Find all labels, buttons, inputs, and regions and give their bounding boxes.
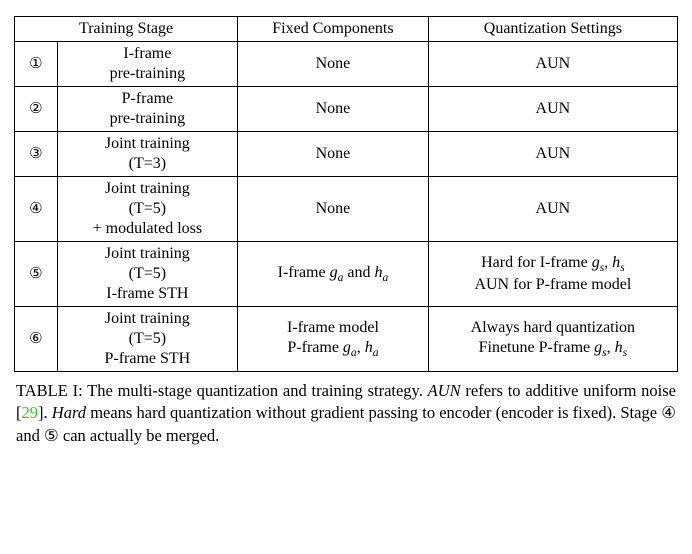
row-fixed: None xyxy=(238,132,429,177)
col-header-stage: Training Stage xyxy=(15,17,238,42)
table-row: ⑥Joint training(T=5)P-frame STHI-frame m… xyxy=(15,307,678,372)
row-quant: AUN xyxy=(428,87,677,132)
table-row: ③Joint training(T=3)NoneAUN xyxy=(15,132,678,177)
row-fixed: None xyxy=(238,177,429,242)
row-quant: AUN xyxy=(428,132,677,177)
row-number: ⑥ xyxy=(15,307,58,372)
row-number: ① xyxy=(15,42,58,87)
row-number: ② xyxy=(15,87,58,132)
col-header-quant: Quantization Settings xyxy=(428,17,677,42)
table-row: ⑤Joint training(T=5)I-frame STHI-frame g… xyxy=(15,242,678,307)
table-body: ①I-framepre-trainingNoneAUN②P-framepre-t… xyxy=(15,42,678,372)
row-stage: Joint training(T=5)P-frame STH xyxy=(57,307,238,372)
row-fixed: I-frame ga and ha xyxy=(238,242,429,307)
table-row: ④Joint training(T=5)+ modulated lossNone… xyxy=(15,177,678,242)
row-stage: P-framepre-training xyxy=(57,87,238,132)
row-quant: Always hard quantizationFinetune P-frame… xyxy=(428,307,677,372)
caption-label: TABLE I: xyxy=(16,381,83,400)
row-number: ⑤ xyxy=(15,242,58,307)
row-number: ③ xyxy=(15,132,58,177)
row-stage: Joint training(T=3) xyxy=(57,132,238,177)
row-number: ④ xyxy=(15,177,58,242)
row-quant: Hard for I-frame gs, hsAUN for P-frame m… xyxy=(428,242,677,307)
col-header-fixed: Fixed Components xyxy=(238,17,429,42)
row-fixed: None xyxy=(238,87,429,132)
row-quant: AUN xyxy=(428,42,677,87)
row-stage: Joint training(T=5)+ modulated loss xyxy=(57,177,238,242)
table-header-row: Training Stage Fixed Components Quantiza… xyxy=(15,17,678,42)
table-caption: TABLE I: The multi-stage quantization an… xyxy=(14,380,678,447)
training-stage-table: Training Stage Fixed Components Quantiza… xyxy=(14,16,678,372)
row-quant: AUN xyxy=(428,177,677,242)
caption-text: The multi-stage quantization and trainin… xyxy=(16,381,676,445)
row-fixed: I-frame modelP-frame ga, ha xyxy=(238,307,429,372)
table-row: ①I-framepre-trainingNoneAUN xyxy=(15,42,678,87)
row-stage: Joint training(T=5)I-frame STH xyxy=(57,242,238,307)
row-stage: I-framepre-training xyxy=(57,42,238,87)
table-row: ②P-framepre-trainingNoneAUN xyxy=(15,87,678,132)
row-fixed: None xyxy=(238,42,429,87)
